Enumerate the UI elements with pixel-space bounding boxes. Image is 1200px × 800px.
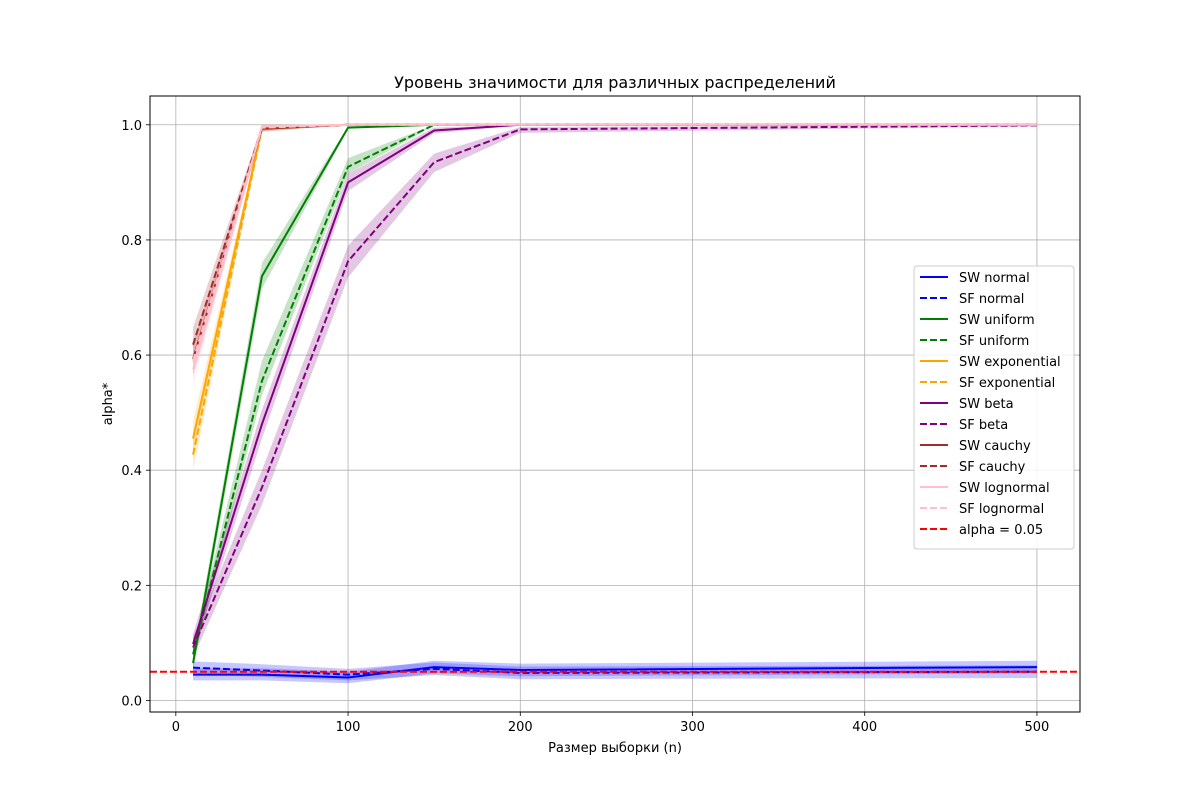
legend-label: alpha = 0.05 (959, 523, 1043, 538)
y-tick-label: 0.8 (121, 234, 142, 249)
y-axis-label: alpha* (101, 382, 116, 425)
y-tick-label: 0.2 (121, 579, 142, 594)
legend: SW normal SF normal SW uniform SF uniform SW… (913, 265, 1075, 550)
x-tick-label: 200 (508, 720, 533, 735)
legend-label: SW cauchy (959, 439, 1031, 454)
x-tick-label: 500 (1025, 720, 1050, 735)
legend-label: SW beta (959, 397, 1014, 412)
legend-label: SF uniform (959, 334, 1029, 349)
axis-ticks: 0 100 200 300 400 500 0.0 0.2 0.4 0.6 0.8 1.0 (121, 119, 1049, 735)
plot-frame (149, 95, 1081, 713)
legend-box (913, 265, 1075, 550)
legend-label: SF beta (959, 418, 1008, 433)
legend-label: SF cauchy (959, 460, 1026, 475)
series-line (192, 123, 1037, 362)
chart-title: Уровень значимости для различных распред… (394, 73, 836, 92)
legend-label: SF normal (959, 292, 1024, 307)
x-axis-label: Размер выборки (n) (548, 741, 682, 756)
legend-label: SF lognormal (959, 502, 1044, 517)
legend-label: SF exponential (959, 376, 1055, 391)
legend-label: SW lognormal (959, 481, 1050, 496)
legend-label: SW exponential (959, 355, 1061, 370)
y-tick-label: 1.0 (121, 119, 142, 134)
x-tick-label: 400 (852, 720, 877, 735)
x-tick-label: 0 (172, 720, 180, 735)
y-tick-label: 0.0 (121, 694, 142, 709)
x-tick-label: 100 (336, 720, 361, 735)
legend-label: SW normal (959, 271, 1030, 286)
legend-label: SW uniform (959, 313, 1035, 328)
y-tick-label: 0.4 (121, 464, 142, 479)
series-line (192, 124, 1037, 648)
x-tick-label: 300 (680, 720, 705, 735)
y-tick-label: 0.6 (121, 349, 142, 364)
